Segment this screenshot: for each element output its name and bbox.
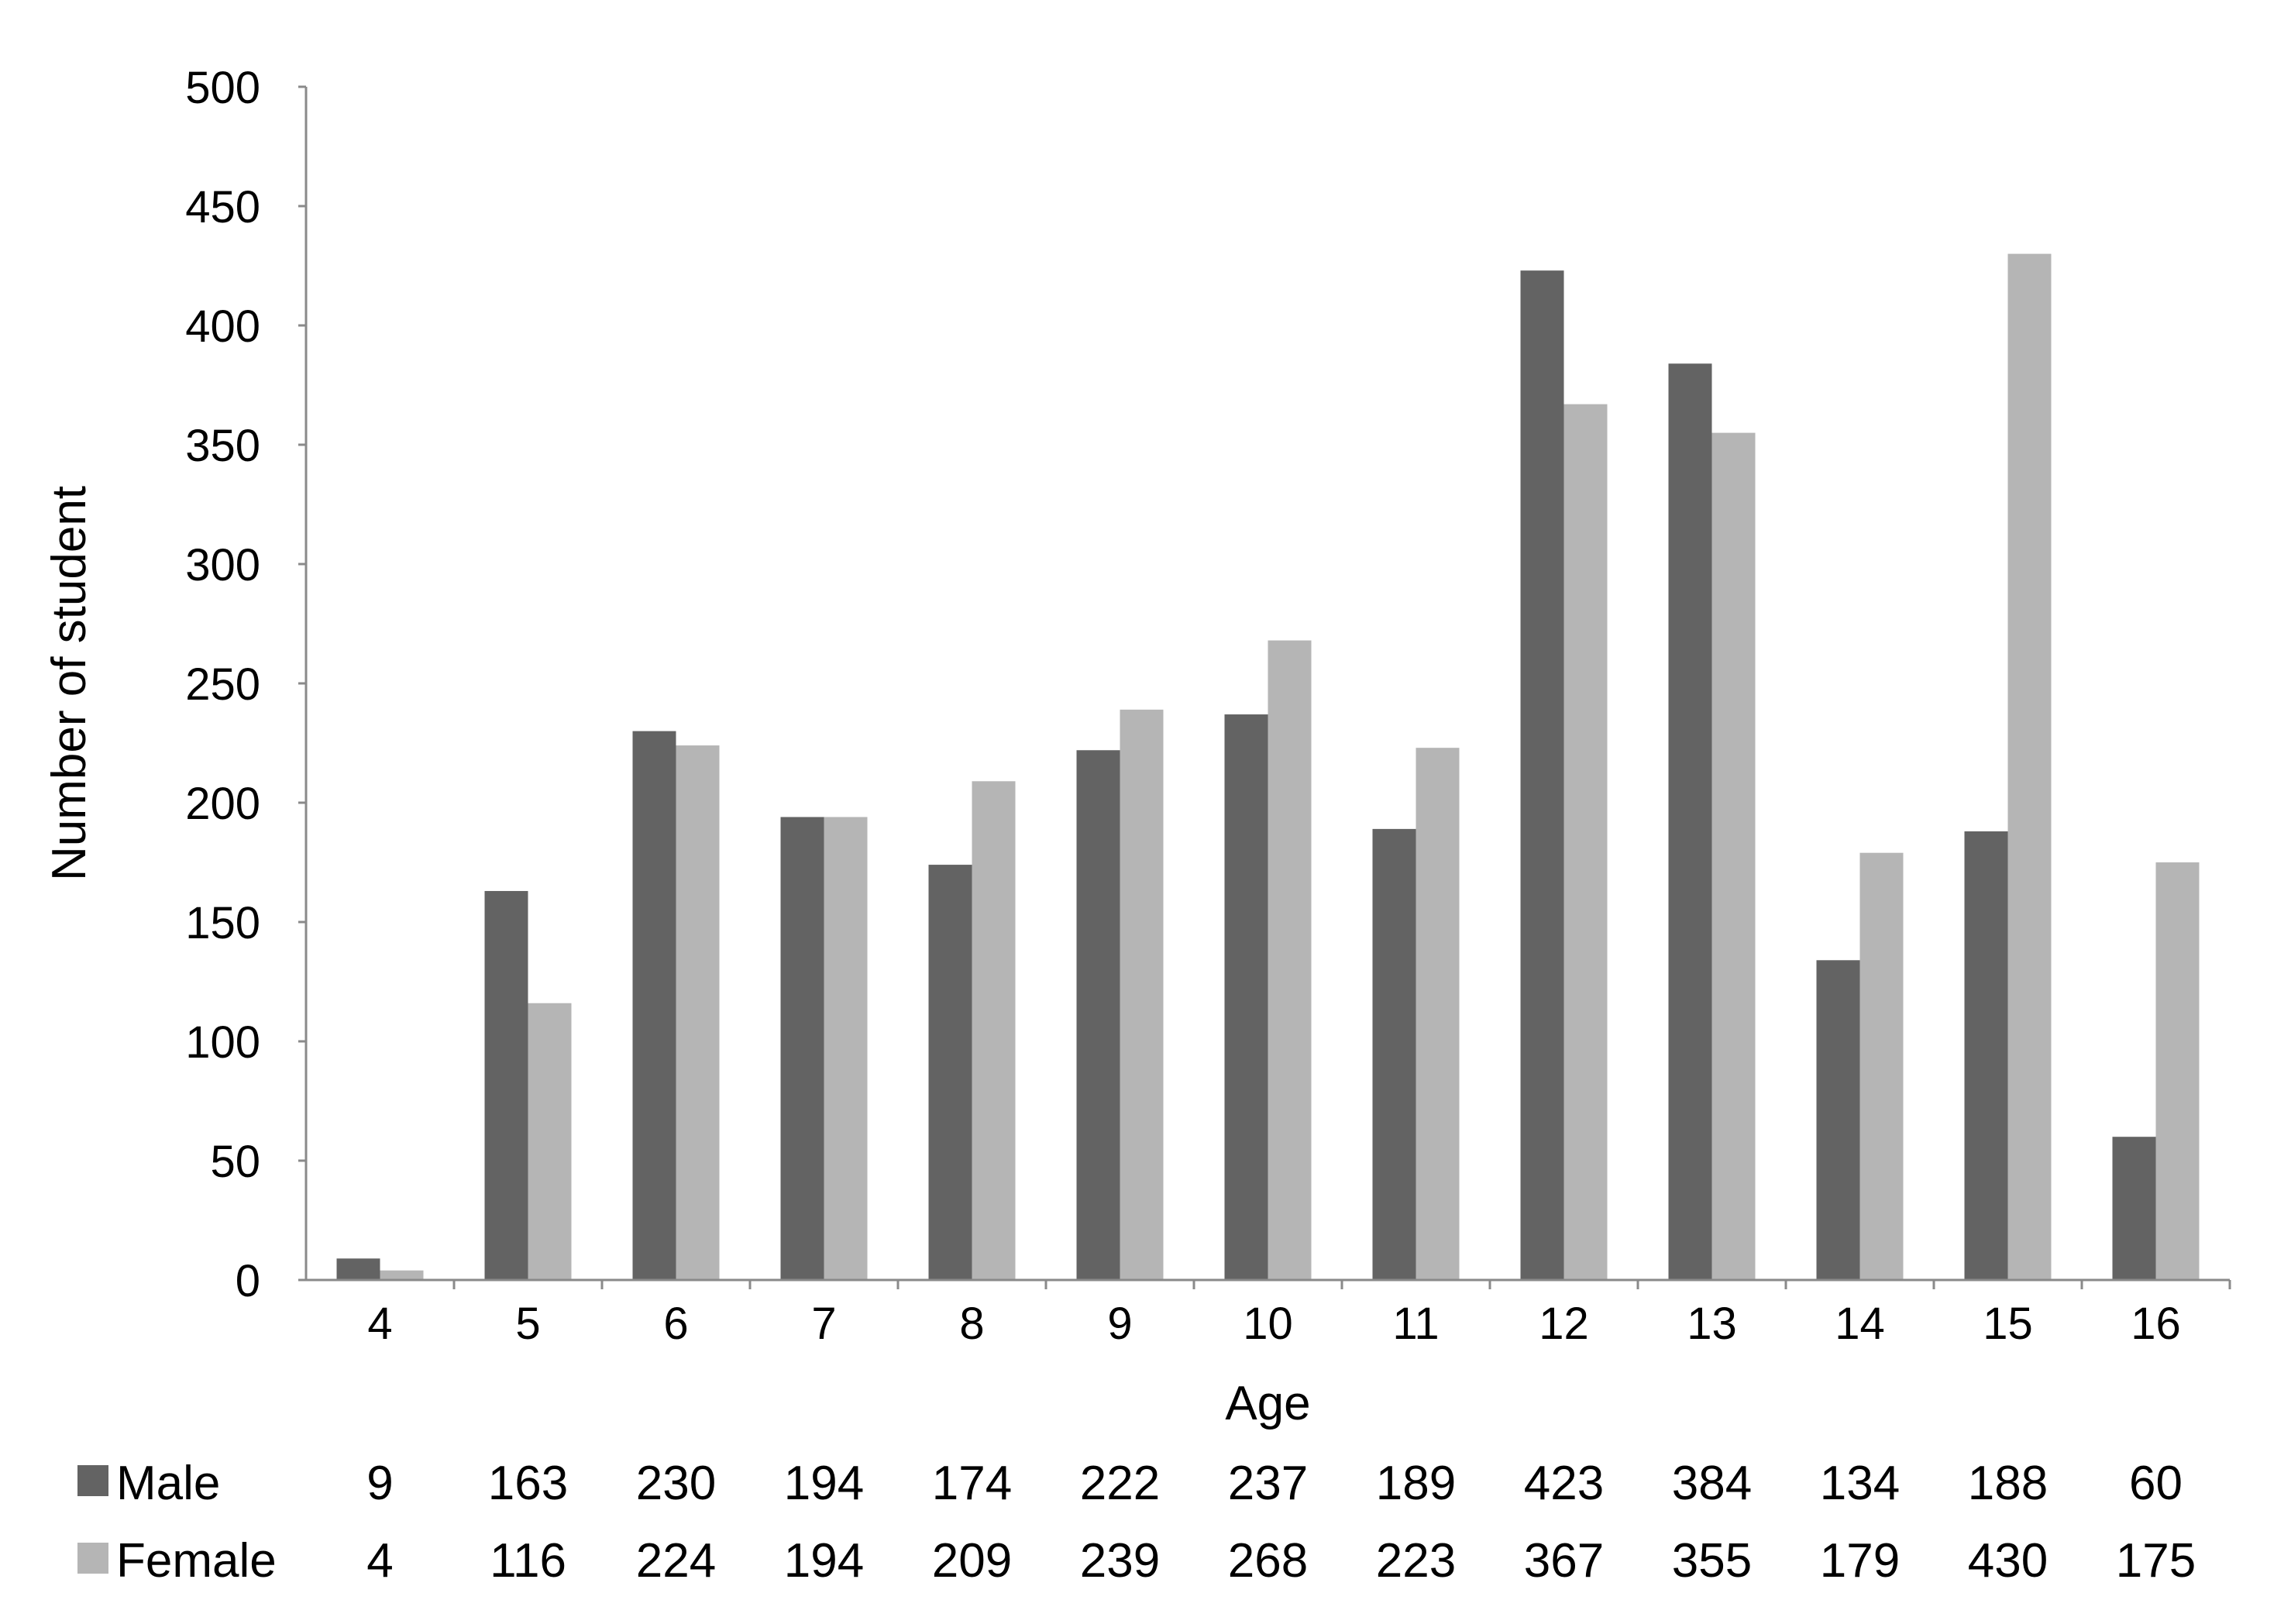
legend-label-male: Male [116,1457,220,1510]
data-table-cell: 174 [932,1457,1012,1510]
data-table-cell: 60 [2129,1457,2183,1510]
data-table-cell: 355 [1672,1534,1752,1588]
x-tick-label: 5 [515,1299,540,1349]
bar-male [1668,363,1712,1280]
data-table-cell: 175 [2116,1534,2196,1588]
bar-male [928,865,972,1280]
bar-male [1372,828,1416,1280]
y-tick-label: 300 [185,540,260,590]
data-table-cell: 239 [1080,1534,1160,1588]
y-tick-label: 400 [185,301,260,352]
bars [336,253,2200,1281]
y-tick-label: 250 [185,659,260,710]
data-table-cell: 384 [1672,1457,1752,1510]
data-table-cell: 163 [488,1457,568,1510]
data-table-cell: 194 [784,1534,864,1588]
bar-male [1520,270,1564,1280]
data-table-cell: 194 [784,1457,864,1510]
bar-male [1224,714,1268,1280]
bar-female [676,745,720,1280]
y-tick-label: 350 [185,421,260,471]
bar-female [1268,640,1312,1280]
bar-male [1816,960,1860,1280]
y-tick-label: 0 [236,1256,260,1306]
data-table-cell: 223 [1376,1534,1456,1588]
data-table-cell: 9 [366,1457,393,1510]
x-tick-label: 16 [2131,1299,2181,1349]
bar-female [1711,432,1756,1280]
data-table-cell: 179 [1820,1534,1900,1588]
x-tick-label: 7 [811,1299,836,1349]
data-table-cell: 209 [932,1534,1012,1588]
x-tick-label: 4 [367,1299,392,1349]
bar-male [780,817,824,1280]
bar-female [1120,709,1164,1280]
data-table-cell: 430 [1968,1534,2048,1588]
data-table-cell: 268 [1228,1534,1308,1588]
bar-male [1076,750,1120,1280]
x-axis-title: Age [1225,1377,1310,1430]
y-tick-label: 200 [185,779,260,829]
x-tick-label: 14 [1835,1299,1885,1349]
y-tick-label: 100 [185,1017,260,1068]
data-table: Male 9 163 230 194 174 222 237 189 423 384 134 188 60… [77,1457,2196,1588]
data-table-cell: 188 [1968,1457,2048,1510]
x-tick-label: 15 [1983,1299,2033,1349]
data-table-cell: 423 [1524,1457,1604,1510]
y-tick-label: 150 [185,898,260,948]
bar-male [1964,831,2008,1280]
x-axis-tick-labels: 4 5 6 7 8 9 10 11 12 13 14 15 16 [367,1280,2231,1349]
data-table-cell: 4 [366,1534,393,1588]
y-axis-title: Number of student [43,486,96,881]
data-table-cell: 222 [1080,1457,1160,1510]
bar-female [2155,862,2200,1280]
x-tick-label: 12 [1539,1299,1589,1349]
bar-male [484,890,528,1280]
x-tick-label: 11 [1392,1299,1439,1349]
data-table-cell: 116 [490,1534,566,1588]
x-tick-label: 10 [1243,1299,1293,1349]
bar-female [2007,253,2052,1281]
data-table-cell: 189 [1376,1457,1456,1510]
bar-female [528,1003,572,1280]
legend-label-female: Female [116,1534,277,1588]
bar-female [824,817,868,1280]
bar-female [1416,748,1460,1280]
legend-swatch-female [77,1543,108,1574]
data-table-cell: 367 [1524,1534,1604,1588]
bar-female [972,781,1016,1280]
data-table-cell: 134 [1820,1457,1900,1510]
x-tick-label: 8 [959,1299,984,1349]
bar-female [380,1270,424,1280]
data-table-cell: 237 [1228,1457,1308,1510]
x-tick-label: 6 [663,1299,688,1349]
y-tick-label: 500 [185,63,260,113]
bar-male [632,731,676,1280]
bar-female [1859,852,1904,1280]
bar-male [336,1258,380,1280]
bar-male [2112,1137,2156,1280]
x-tick-label: 13 [1687,1299,1737,1349]
y-tick-label: 450 [185,182,260,232]
y-tick-label: 50 [210,1137,260,1187]
x-tick-label: 9 [1107,1299,1132,1349]
bar-female [1563,404,1608,1280]
y-axis-tick-labels: 0 50 100 150 200 250 300 350 400 450 500 [185,63,306,1306]
legend-swatch-male [77,1465,108,1496]
data-table-cell: 224 [636,1534,716,1588]
data-table-cell: 230 [636,1457,716,1510]
